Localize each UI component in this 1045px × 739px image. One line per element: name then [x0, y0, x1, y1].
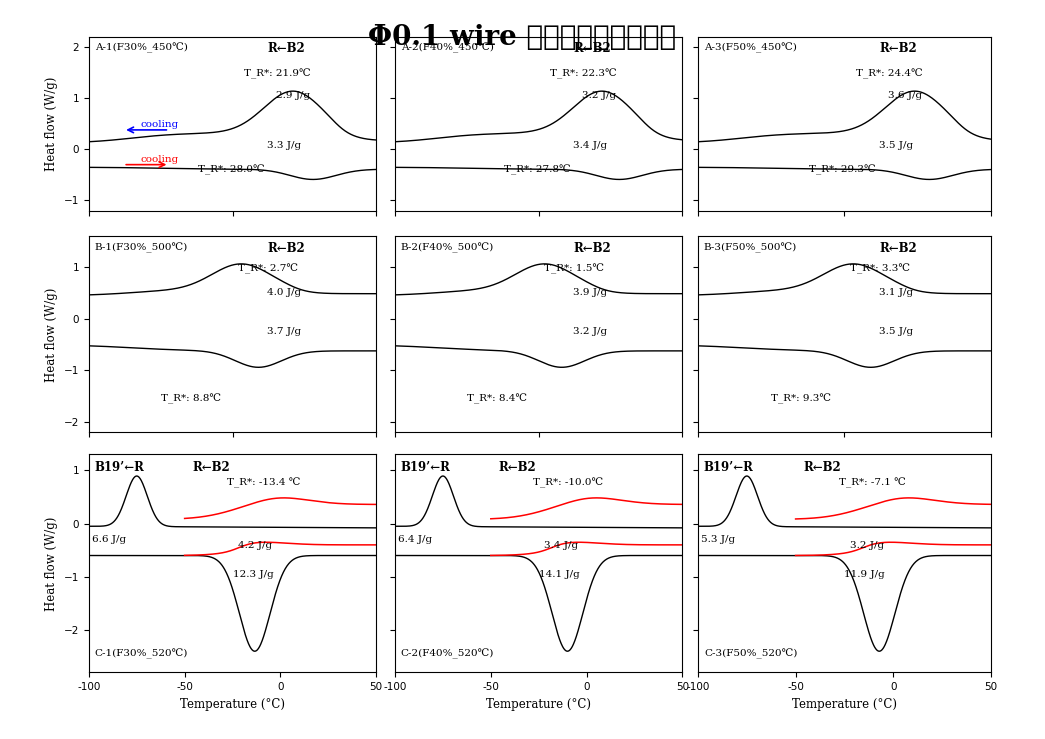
Text: A-1(F30%_450℃): A-1(F30%_450℃) — [95, 42, 187, 52]
Text: T_R*: 24.4℃: T_R*: 24.4℃ — [856, 68, 923, 78]
Text: R←B2: R←B2 — [804, 461, 841, 474]
Text: T_R*: 8.8℃: T_R*: 8.8℃ — [161, 393, 220, 403]
Text: 4.0 J/g: 4.0 J/g — [268, 288, 301, 297]
Text: 6.4 J/g: 6.4 J/g — [398, 535, 432, 544]
Y-axis label: Heat flow (W/g): Heat flow (W/g) — [45, 77, 59, 171]
Text: 11.9 J/g: 11.9 J/g — [844, 570, 885, 579]
Text: C-1(F30%_520℃): C-1(F30%_520℃) — [95, 649, 188, 659]
Text: T_R*: 1.5℃: T_R*: 1.5℃ — [544, 264, 604, 274]
Text: 3.7 J/g: 3.7 J/g — [268, 327, 301, 336]
Text: T_R*: -13.4 ℃: T_R*: -13.4 ℃ — [227, 477, 300, 488]
Text: 5.3 J/g: 5.3 J/g — [701, 535, 735, 544]
Text: T_R*: 29.3℃: T_R*: 29.3℃ — [809, 165, 876, 175]
X-axis label: Temperature (°C): Temperature (°C) — [486, 698, 591, 711]
Text: 2.9 J/g: 2.9 J/g — [276, 91, 309, 100]
Text: cooling: cooling — [140, 154, 179, 163]
Text: T_R*: 2.7℃: T_R*: 2.7℃ — [238, 264, 298, 274]
Text: R←B2: R←B2 — [268, 242, 305, 256]
Text: R←B2: R←B2 — [268, 42, 305, 55]
Text: T_R*: 9.3℃: T_R*: 9.3℃ — [771, 393, 831, 403]
Text: 3.2 J/g: 3.2 J/g — [573, 327, 607, 336]
Text: B19’←R: B19’←R — [704, 461, 753, 474]
Text: T_R*: 27.8℃: T_R*: 27.8℃ — [504, 165, 571, 175]
Text: T_R*: 21.9℃: T_R*: 21.9℃ — [245, 68, 310, 78]
Text: 3.1 J/g: 3.1 J/g — [880, 288, 913, 297]
Text: B-3(F50%_500℃): B-3(F50%_500℃) — [704, 242, 797, 253]
Text: R←B2: R←B2 — [573, 242, 611, 256]
Text: R←B2: R←B2 — [192, 461, 230, 474]
X-axis label: Temperature (°C): Temperature (°C) — [792, 698, 897, 711]
Text: 3.4 J/g: 3.4 J/g — [544, 541, 579, 551]
Y-axis label: Heat flow (W/g): Heat flow (W/g) — [45, 517, 59, 610]
Text: Φ0.1 wire 시차주사열분석시험: Φ0.1 wire 시차주사열분석시험 — [369, 24, 676, 51]
Text: 3.4 J/g: 3.4 J/g — [573, 141, 607, 150]
Text: 3.2 J/g: 3.2 J/g — [851, 541, 884, 551]
Text: 3.9 J/g: 3.9 J/g — [573, 288, 607, 297]
Text: A-3(F50%_450℃): A-3(F50%_450℃) — [704, 42, 796, 52]
X-axis label: Temperature (°C): Temperature (°C) — [180, 698, 285, 711]
Text: C-3(F50%_520℃): C-3(F50%_520℃) — [704, 649, 797, 659]
Text: 3.6 J/g: 3.6 J/g — [888, 91, 923, 100]
Text: R←B2: R←B2 — [880, 242, 918, 256]
Text: B19’←R: B19’←R — [95, 461, 144, 474]
Text: T_R*: -7.1 ℃: T_R*: -7.1 ℃ — [838, 477, 905, 488]
Text: T_R*: -10.0℃: T_R*: -10.0℃ — [533, 477, 603, 488]
Text: R←B2: R←B2 — [498, 461, 536, 474]
Text: T_R*: 28.0℃: T_R*: 28.0℃ — [199, 165, 264, 175]
Text: R←B2: R←B2 — [880, 42, 918, 55]
Text: R←B2: R←B2 — [573, 42, 611, 55]
Text: 14.1 J/g: 14.1 J/g — [539, 570, 579, 579]
Text: 3.5 J/g: 3.5 J/g — [880, 327, 913, 336]
Text: 6.6 J/g: 6.6 J/g — [92, 535, 125, 544]
Text: 12.3 J/g: 12.3 J/g — [233, 570, 273, 579]
Text: T_R*: 8.4℃: T_R*: 8.4℃ — [467, 393, 527, 403]
Y-axis label: Heat flow (W/g): Heat flow (W/g) — [45, 287, 59, 381]
Text: T_R*: 3.3℃: T_R*: 3.3℃ — [851, 264, 910, 274]
Text: 3.5 J/g: 3.5 J/g — [880, 141, 913, 150]
Text: 3.3 J/g: 3.3 J/g — [268, 141, 301, 150]
Text: cooling: cooling — [140, 120, 179, 129]
Text: T_R*: 22.3℃: T_R*: 22.3℃ — [550, 68, 617, 78]
Text: 3.2 J/g: 3.2 J/g — [582, 91, 616, 100]
Text: B-1(F30%_500℃): B-1(F30%_500℃) — [95, 242, 188, 253]
Text: B-2(F40%_500℃): B-2(F40%_500℃) — [401, 242, 494, 253]
Text: B19’←R: B19’←R — [401, 461, 450, 474]
Text: C-2(F40%_520℃): C-2(F40%_520℃) — [401, 649, 494, 659]
Text: A-2(F40%_450℃): A-2(F40%_450℃) — [401, 42, 493, 52]
Text: 4.2 J/g: 4.2 J/g — [238, 541, 273, 551]
